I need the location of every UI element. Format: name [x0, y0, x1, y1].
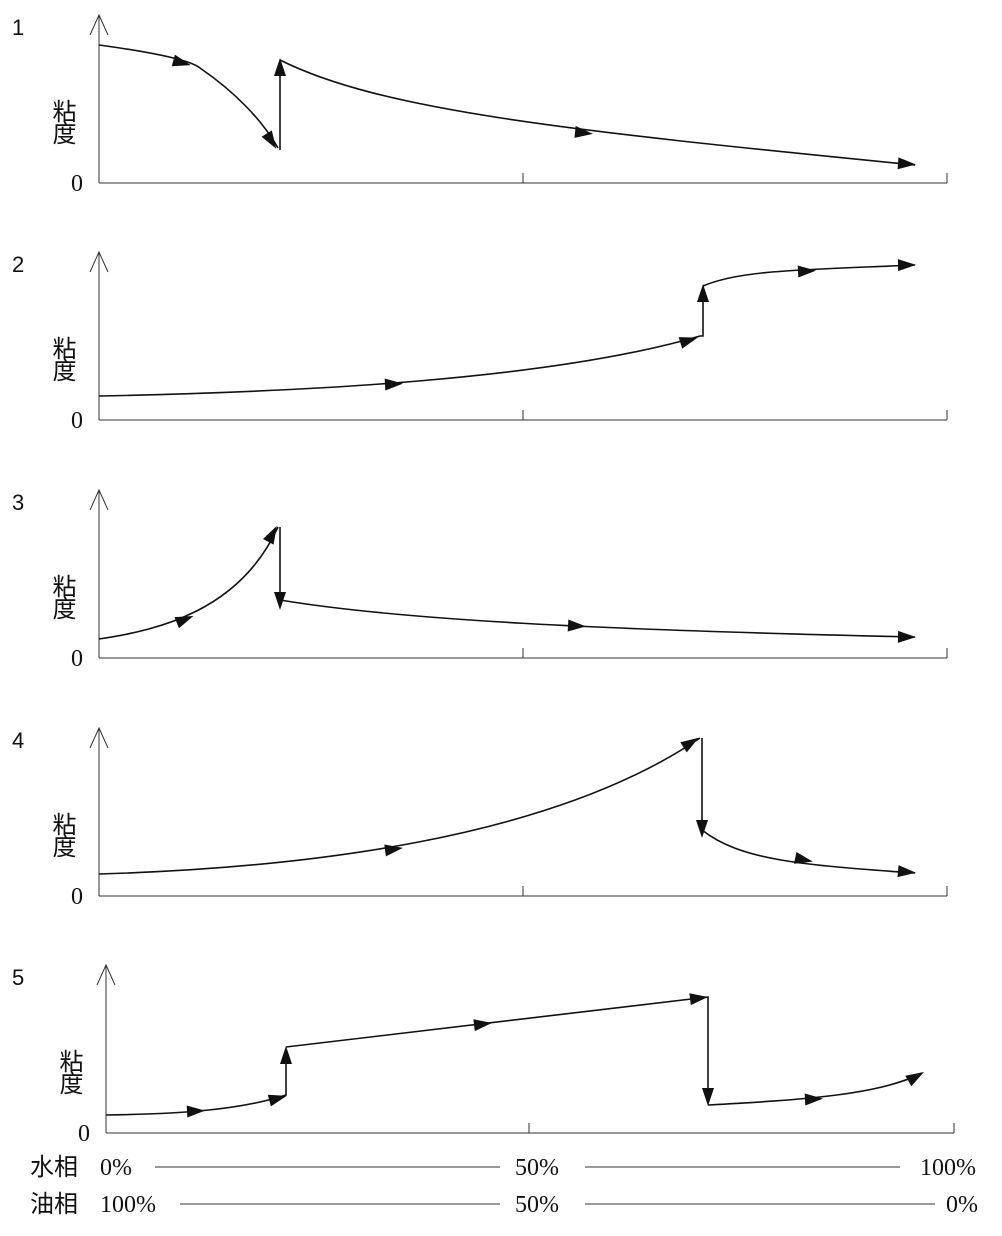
arrowhead — [473, 1019, 492, 1032]
arrowhead — [696, 820, 708, 838]
arrowhead — [897, 259, 916, 272]
arrowhead — [274, 592, 286, 610]
arrowhead — [897, 865, 916, 878]
arrowhead — [384, 378, 403, 391]
viscosity-curve — [98, 44, 279, 149]
y-axis — [89, 250, 109, 420]
viscosity-curve — [707, 1072, 923, 1106]
x-axis — [106, 1123, 955, 1134]
arrowhead — [680, 737, 699, 753]
viscosity-curve — [279, 59, 916, 166]
viscosity-curve — [98, 288, 704, 397]
arrowhead — [186, 1105, 205, 1118]
viscosity-curve — [98, 737, 701, 875]
x-axis — [99, 886, 948, 897]
panel-number: 2 — [12, 252, 24, 277]
arrowhead — [261, 130, 277, 149]
y-axis — [89, 726, 109, 896]
arrowhead — [171, 54, 191, 67]
y-axis — [89, 13, 109, 183]
phase-end: 100% — [920, 1155, 976, 1181]
x-axis — [99, 173, 948, 184]
arrowhead — [280, 1046, 292, 1064]
y-axis-label: 粘度 — [48, 336, 76, 382]
y-axis-label: 粘度 — [55, 1049, 83, 1095]
arrowhead — [697, 284, 709, 302]
arrowhead — [174, 616, 194, 629]
arrowhead — [793, 852, 813, 864]
panel-number: 5 — [12, 965, 24, 990]
arrowhead — [274, 58, 286, 76]
origin-label: 0 — [71, 646, 83, 672]
arrowhead — [574, 125, 593, 138]
x-axis — [99, 648, 948, 659]
phase-name: 油相 — [30, 1191, 78, 1218]
y-axis-label: 粘度 — [48, 574, 76, 620]
viscosity-curve — [285, 996, 709, 1102]
arrowhead — [804, 1093, 823, 1106]
origin-label: 0 — [78, 1121, 90, 1147]
x-axis — [99, 410, 948, 421]
arrowhead — [678, 337, 698, 349]
phase-mid: 50% — [515, 1192, 559, 1218]
origin-label: 0 — [71, 171, 83, 197]
phase-name: 水相 — [30, 1154, 78, 1181]
arrowhead — [905, 1072, 924, 1087]
arrowhead — [384, 844, 403, 857]
panel-number: 3 — [12, 490, 24, 515]
arrowhead — [897, 157, 916, 170]
origin-label: 0 — [71, 884, 83, 910]
panel-number: 1 — [12, 15, 24, 40]
arrowhead — [897, 630, 916, 643]
phase-mid: 50% — [515, 1155, 559, 1181]
arrowhead — [263, 525, 277, 545]
panel-number: 4 — [12, 728, 24, 753]
arrowhead — [797, 265, 816, 278]
phase-start: 0% — [100, 1155, 132, 1181]
y-axis — [96, 963, 116, 1133]
viscosity-curve — [701, 829, 916, 874]
arrowhead — [567, 619, 586, 632]
y-axis-label: 粘度 — [48, 99, 76, 145]
arrowhead — [702, 1088, 714, 1106]
viscosity-curve — [98, 526, 279, 640]
arrowhead — [689, 993, 708, 1006]
viscosity-curve — [279, 599, 916, 638]
y-axis — [89, 488, 109, 658]
phase-start: 100% — [100, 1192, 156, 1218]
viscosity-curve — [105, 1049, 287, 1116]
y-axis-label: 粘度 — [48, 812, 76, 858]
arrowhead — [267, 1094, 287, 1107]
viscosity-curve — [702, 264, 916, 287]
phase-end: 0% — [946, 1192, 978, 1218]
origin-label: 0 — [71, 408, 83, 434]
